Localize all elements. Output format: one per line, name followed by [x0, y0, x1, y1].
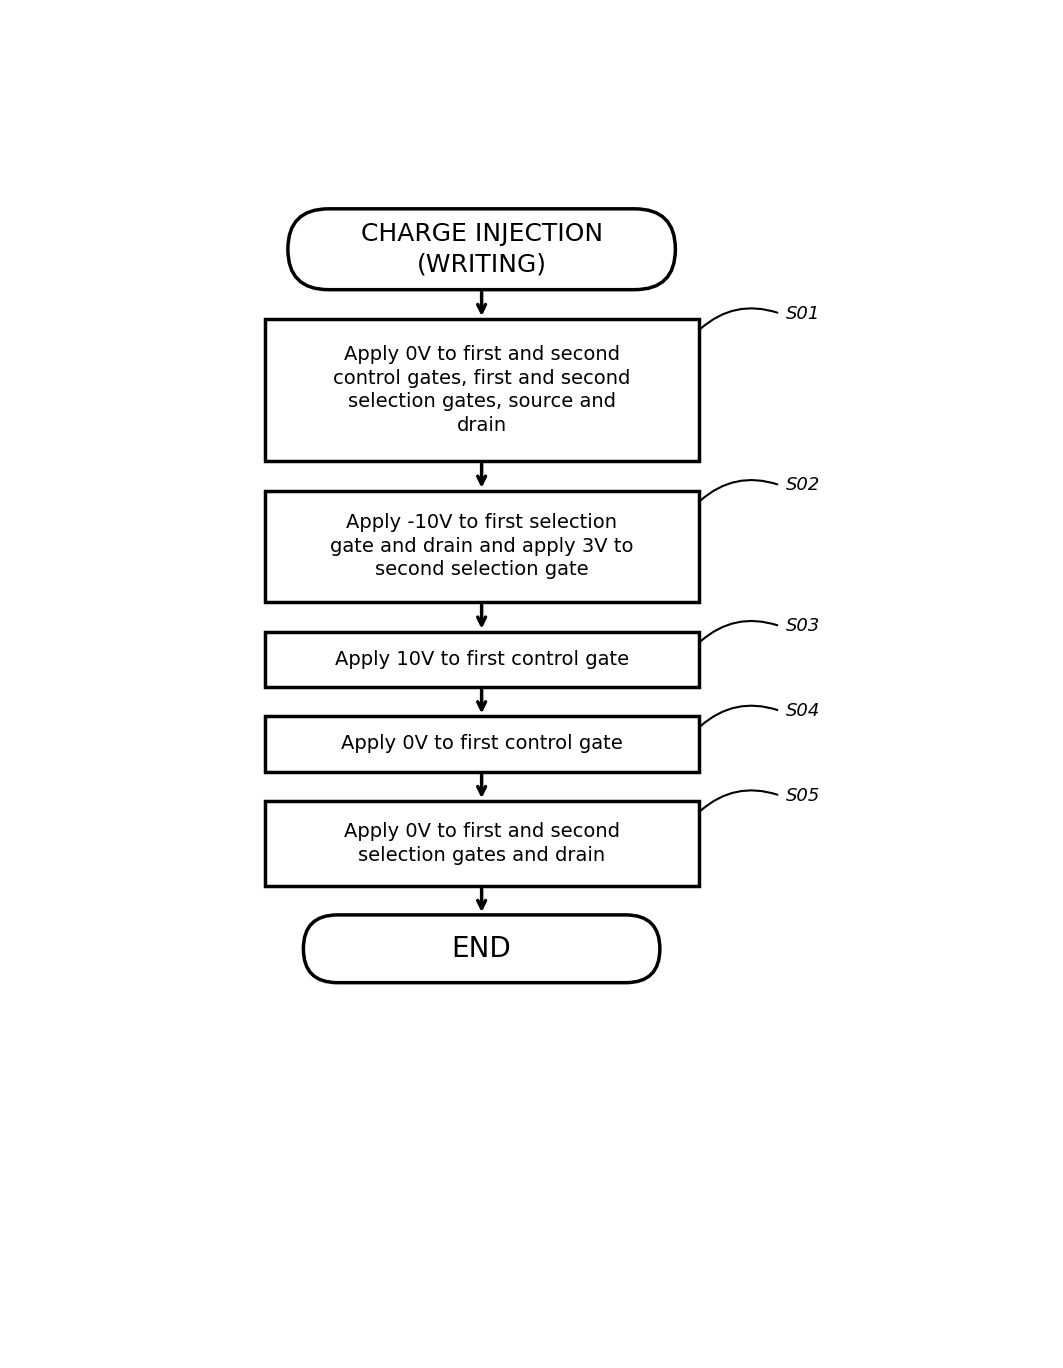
Text: CHARGE INJECTION
(WRITING): CHARGE INJECTION (WRITING)	[360, 223, 603, 276]
Text: S05: S05	[787, 787, 821, 804]
Text: END: END	[452, 934, 511, 963]
Text: S01: S01	[787, 305, 821, 323]
Text: Apply 0V to first control gate: Apply 0V to first control gate	[341, 735, 623, 754]
Text: Apply -10V to first selection
gate and drain and apply 3V to
second selection ga: Apply -10V to first selection gate and d…	[330, 513, 634, 580]
Text: S02: S02	[787, 476, 821, 494]
Text: S03: S03	[787, 617, 821, 635]
Bar	[265, 319, 698, 461]
Text: Apply 10V to first control gate: Apply 10V to first control gate	[335, 650, 628, 669]
FancyBboxPatch shape	[288, 209, 675, 290]
Text: S04: S04	[787, 702, 821, 720]
Bar	[265, 717, 698, 772]
Text: Apply 0V to first and second
control gates, first and second
selection gates, so: Apply 0V to first and second control gat…	[333, 345, 630, 435]
FancyBboxPatch shape	[303, 915, 660, 982]
Bar	[265, 800, 698, 885]
Bar	[265, 632, 698, 687]
Text: Apply 0V to first and second
selection gates and drain: Apply 0V to first and second selection g…	[343, 822, 620, 865]
Bar	[265, 491, 698, 602]
